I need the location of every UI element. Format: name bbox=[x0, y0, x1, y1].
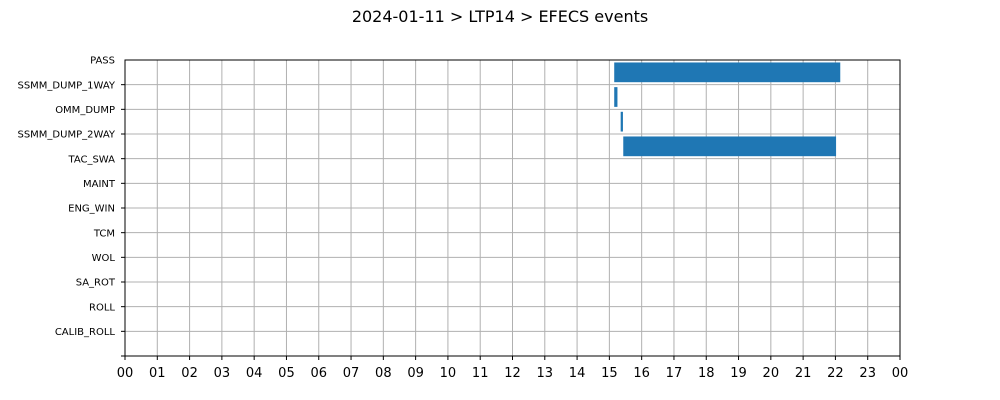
x-tick-label: 06 bbox=[310, 366, 327, 381]
event-bar-pass bbox=[614, 62, 841, 83]
x-tick-label: 03 bbox=[214, 366, 231, 381]
y-tick-label: TAC_SWA bbox=[67, 154, 115, 165]
x-tick-label: 12 bbox=[504, 366, 521, 381]
x-axis-ticks: 00 01 02 03 04 05 06 07 08 09 10 11 12 13 14 15 16 17 18 19… bbox=[117, 356, 909, 381]
event-bars bbox=[614, 62, 841, 157]
event-bar-omm-dump bbox=[620, 111, 623, 132]
y-axis-ticks: PASS SSMM_DUMP_1WAY OMM_DUMP SSMM_DUMP_2WAY… bbox=[17, 56, 125, 357]
x-tick-label: 11 bbox=[472, 366, 489, 381]
y-tick-label: OMM_DUMP bbox=[55, 105, 115, 116]
x-tick-label: 04 bbox=[246, 366, 263, 381]
y-tick-label: SA_ROT bbox=[76, 278, 116, 289]
x-tick-label: 10 bbox=[440, 366, 457, 381]
x-tick-label: 15 bbox=[601, 366, 618, 381]
chart-title: 2024-01-11 > LTP14 > EFECS events bbox=[352, 7, 648, 26]
y-tick-label: WOL bbox=[92, 253, 116, 264]
x-tick-label: 18 bbox=[698, 366, 715, 381]
x-tick-label: 20 bbox=[763, 366, 780, 381]
event-bar-ssmm-dump-2way bbox=[623, 136, 837, 157]
x-tick-label: 05 bbox=[278, 366, 295, 381]
x-tick-label: 19 bbox=[730, 366, 747, 381]
y-tick-label: SSMM_DUMP_2WAY bbox=[17, 130, 115, 141]
x-tick-label: 00 bbox=[117, 366, 134, 381]
y-tick-label: PASS bbox=[90, 56, 115, 67]
y-tick-label: TCM bbox=[93, 228, 115, 239]
y-tick-label: MAINT bbox=[83, 179, 116, 190]
y-tick-label: CALIB_ROLL bbox=[55, 327, 116, 338]
y-tick-label: ENG_WIN bbox=[68, 204, 115, 215]
y-tick-label: ROLL bbox=[89, 302, 115, 313]
event-bar-ssmm-dump-1way bbox=[614, 87, 618, 107]
x-tick-label: 23 bbox=[859, 366, 876, 381]
y-tick-label: SSMM_DUMP_1WAY bbox=[17, 80, 115, 91]
x-tick-label: 08 bbox=[375, 366, 392, 381]
x-tick-label: 21 bbox=[795, 366, 812, 381]
x-tick-label: 17 bbox=[666, 366, 683, 381]
grid-lines bbox=[124, 60, 901, 357]
x-tick-label: 14 bbox=[569, 366, 586, 381]
x-tick-label: 22 bbox=[827, 366, 844, 381]
x-tick-label: 09 bbox=[407, 366, 424, 381]
x-tick-label: 07 bbox=[343, 366, 360, 381]
x-tick-label: 00 bbox=[892, 366, 909, 381]
x-tick-label: 01 bbox=[149, 366, 166, 381]
x-tick-label: 02 bbox=[181, 366, 198, 381]
x-tick-label: 13 bbox=[537, 366, 554, 381]
x-tick-label: 16 bbox=[633, 366, 650, 381]
